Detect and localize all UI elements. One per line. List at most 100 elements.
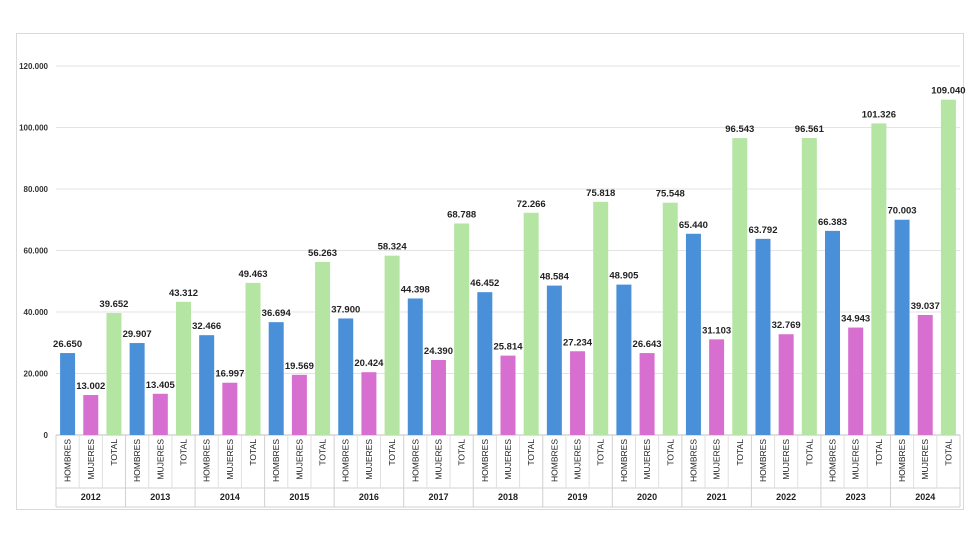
bar-hombres [825, 230, 841, 435]
subcategory-label: MUJERES [225, 439, 235, 480]
data-label: 70.003 [888, 206, 917, 217]
subcategory-label: TOTAL [178, 439, 188, 466]
y-tick-label: 20.000 [24, 370, 49, 379]
subcategory-label: MUJERES [433, 439, 443, 480]
bar-total [871, 123, 887, 435]
data-label: 48.905 [609, 271, 639, 282]
subcategory-label: MUJERES [86, 439, 96, 480]
y-tick-label: 40.000 [24, 308, 49, 317]
data-label: 19.569 [285, 361, 314, 372]
bar-total [662, 202, 678, 435]
bar-hombres [268, 322, 284, 435]
bar-total [801, 138, 817, 435]
category-label: 2012 [81, 492, 101, 502]
subcategory-label: TOTAL [665, 439, 675, 466]
bar-mujeres [917, 314, 933, 435]
data-label: 36.694 [262, 308, 292, 319]
subcategory-label: TOTAL [874, 439, 884, 466]
data-label: 65.440 [679, 220, 708, 231]
data-label: 96.543 [725, 124, 754, 135]
subcategory-label: TOTAL [109, 439, 119, 466]
y-tick-label: 80.000 [24, 185, 49, 194]
data-label: 37.900 [331, 304, 360, 315]
bar-total [106, 313, 122, 435]
bar-mujeres [152, 393, 168, 435]
subcategory-label: TOTAL [943, 439, 953, 466]
category-label: 2019 [568, 492, 588, 502]
bar-total [454, 223, 470, 435]
subcategory-label: HOMBRES [758, 439, 768, 482]
subcategory-label: HOMBRES [549, 439, 559, 482]
bar-hombres [546, 285, 562, 435]
data-label: 56.263 [308, 248, 337, 259]
bar-mujeres [570, 351, 586, 435]
data-label: 16.997 [215, 369, 244, 380]
subcategory-label: TOTAL [804, 439, 814, 466]
bar-total [732, 138, 748, 435]
data-label: 109.040 [931, 86, 965, 97]
category-label: 2020 [637, 492, 657, 502]
bar-mujeres [361, 372, 377, 435]
bar-hombres [894, 219, 910, 435]
subcategory-label: HOMBRES [828, 439, 838, 482]
data-label: 49.463 [238, 269, 267, 280]
data-label: 48.584 [540, 272, 570, 283]
category-label: 2015 [289, 492, 309, 502]
subcategory-label: TOTAL [318, 439, 328, 466]
bar-mujeres [291, 374, 307, 435]
bar-hombres [338, 318, 354, 435]
bar-total [593, 201, 609, 435]
category-label: 2024 [915, 492, 935, 502]
bar-hombres [60, 353, 76, 435]
category-label: 2016 [359, 492, 379, 502]
bar-hombres [616, 284, 632, 435]
category-label: 2018 [498, 492, 518, 502]
data-label: 25.814 [493, 342, 523, 353]
data-label: 75.548 [656, 189, 685, 200]
subcategory-label: MUJERES [155, 439, 165, 480]
data-label: 29.907 [123, 329, 152, 340]
data-label: 43.312 [169, 288, 198, 299]
subcategory-label: TOTAL [526, 439, 536, 466]
bar-mujeres [500, 355, 516, 435]
data-label: 68.788 [447, 209, 476, 220]
bar-total [245, 282, 261, 435]
subcategory-label: HOMBRES [897, 439, 907, 482]
subcategory-label: MUJERES [712, 439, 722, 480]
category-label: 2013 [150, 492, 170, 502]
y-tick-label: 60.000 [24, 247, 49, 256]
data-label: 63.792 [748, 225, 777, 236]
bar-mujeres [222, 382, 238, 435]
data-label: 96.561 [795, 124, 825, 135]
subcategory-label: HOMBRES [63, 439, 73, 482]
y-tick-label: 0 [44, 431, 49, 440]
data-label: 26.650 [53, 339, 82, 350]
subcategory-label: MUJERES [503, 439, 513, 480]
data-label: 101.326 [862, 109, 896, 120]
bar-hombres [199, 335, 215, 435]
bar-hombres [477, 292, 493, 435]
bar-mujeres [639, 353, 655, 435]
bar-mujeres [430, 360, 446, 435]
bar-mujeres [709, 339, 725, 435]
bar-mujeres [778, 334, 794, 435]
data-label: 13.002 [76, 381, 105, 392]
data-label: 72.266 [517, 199, 546, 210]
subcategory-label: HOMBRES [271, 439, 281, 482]
data-label: 44.398 [401, 284, 430, 295]
data-label: 20.424 [354, 358, 384, 369]
subcategory-label: MUJERES [851, 439, 861, 480]
subcategory-label: MUJERES [920, 439, 930, 480]
subcategory-label: HOMBRES [619, 439, 629, 482]
bar-total [175, 301, 191, 435]
bar-total [940, 99, 956, 436]
subcategory-label: HOMBRES [688, 439, 698, 482]
bar-total [523, 212, 539, 435]
subcategory-label: TOTAL [248, 439, 258, 466]
data-label: 32.466 [192, 321, 221, 332]
data-label: 39.037 [911, 301, 940, 312]
y-tick-label: 120.000 [19, 62, 48, 71]
subcategory-label: HOMBRES [410, 439, 420, 482]
data-label: 58.324 [378, 242, 408, 253]
